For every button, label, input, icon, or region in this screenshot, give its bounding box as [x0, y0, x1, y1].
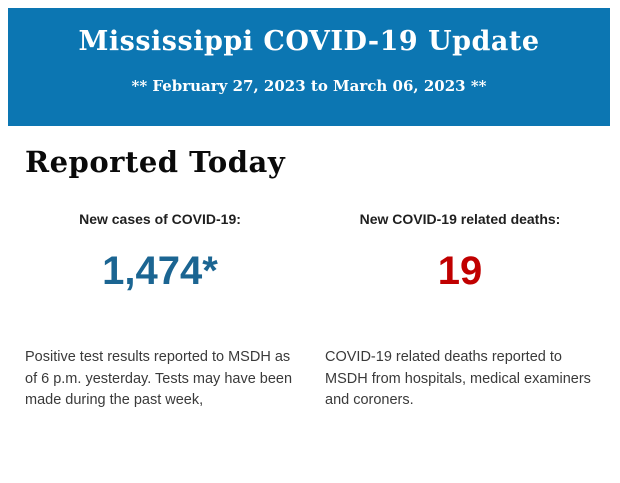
- new-cases-value: 1,474*: [102, 249, 218, 293]
- stat-card-new-deaths: New COVID-19 related deaths: 19 COVID-19…: [325, 211, 595, 412]
- new-cases-label: New cases of COVID-19:: [79, 211, 241, 227]
- content-area: Reported Today New cases of COVID-19: 1,…: [0, 144, 620, 412]
- new-cases-description: Positive test results reported to MSDH a…: [25, 349, 293, 408]
- section-heading-reported-today: Reported Today: [25, 145, 286, 179]
- page-title: Mississippi COVID-19 Update: [78, 26, 540, 57]
- new-deaths-value: 19: [437, 249, 483, 293]
- stat-card-new-cases: New cases of COVID-19: 1,474* Positive t…: [25, 211, 295, 412]
- new-deaths-description: COVID-19 related deaths reported to MSDH…: [325, 349, 591, 408]
- header-banner: Mississippi COVID-19 Update ** February …: [8, 8, 610, 126]
- new-deaths-label: New COVID-19 related deaths:: [359, 211, 561, 227]
- date-range-subtitle: ** February 27, 2023 to March 06, 2023 *…: [131, 77, 487, 95]
- stats-grid: New cases of COVID-19: 1,474* Positive t…: [25, 211, 595, 412]
